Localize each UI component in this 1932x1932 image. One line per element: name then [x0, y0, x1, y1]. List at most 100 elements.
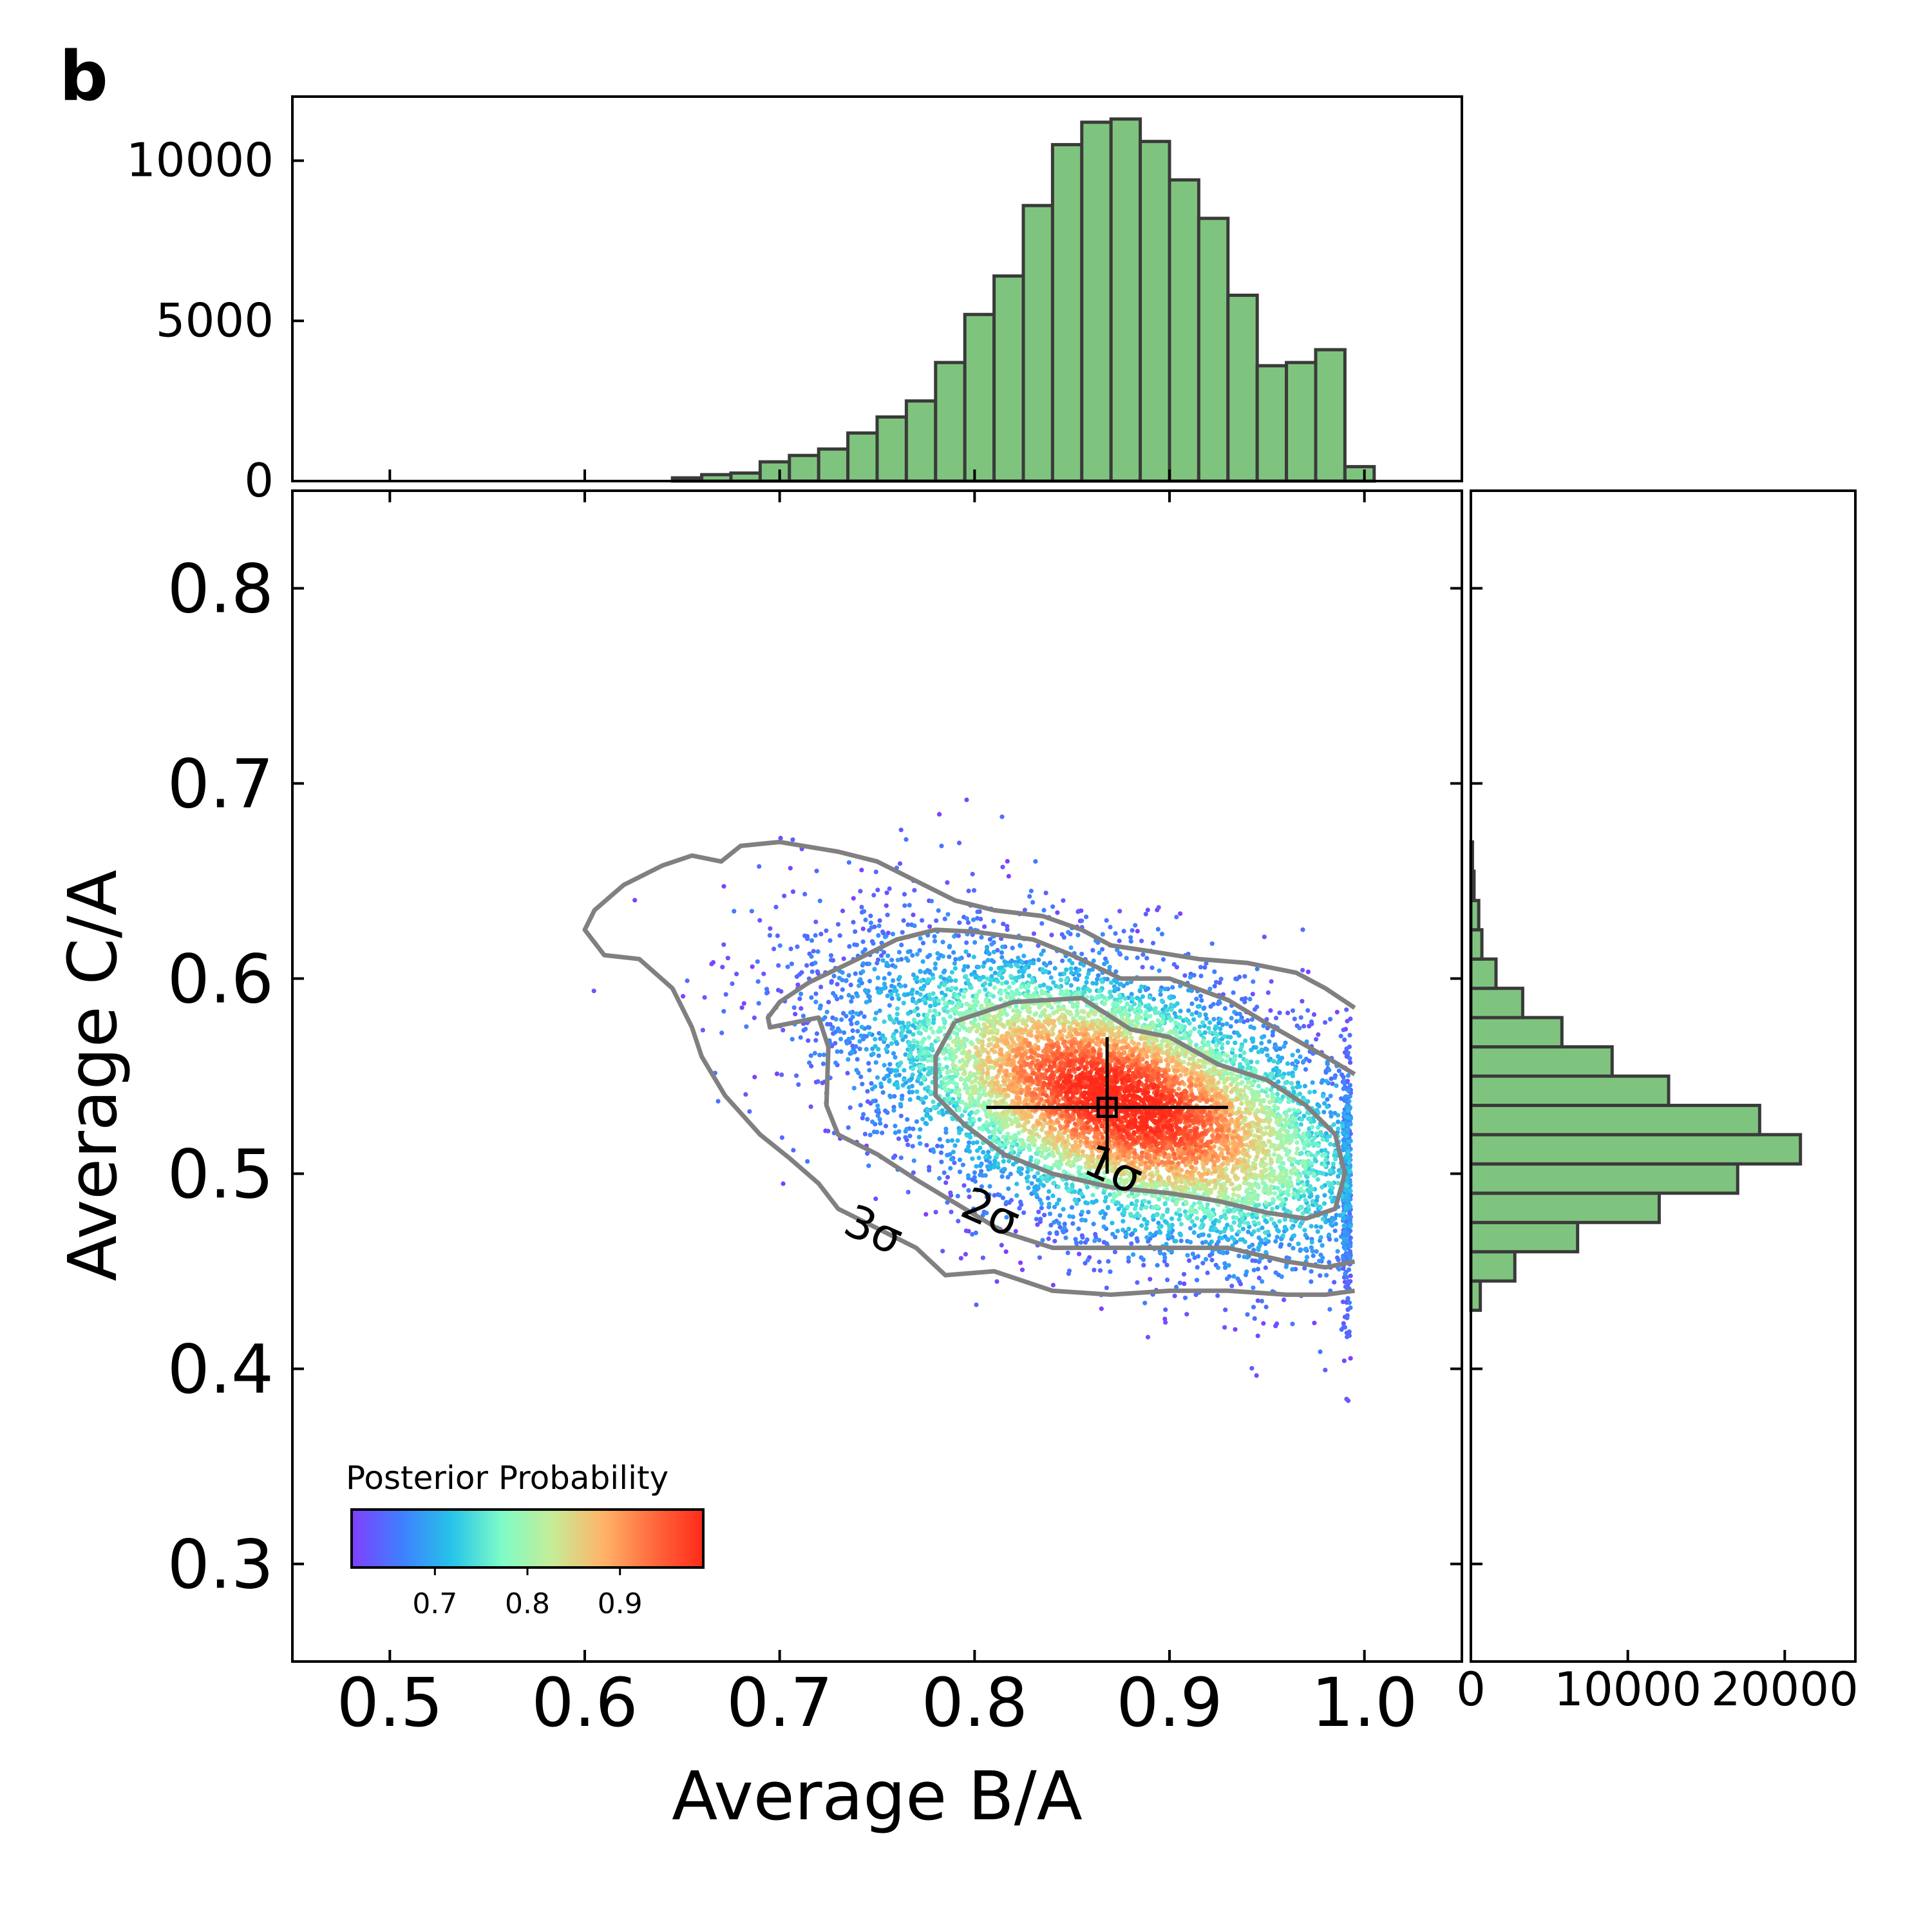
posterior-sample-point — [850, 1028, 855, 1033]
posterior-sample-point — [1075, 933, 1081, 938]
posterior-sample-point — [1050, 1150, 1055, 1155]
posterior-sample-point — [1213, 980, 1219, 985]
posterior-sample-point — [1242, 1255, 1247, 1260]
posterior-sample-point — [1139, 1223, 1144, 1228]
posterior-sample-point — [943, 1056, 948, 1061]
posterior-sample-point — [1142, 1300, 1148, 1305]
posterior-sample-point — [992, 1130, 997, 1135]
posterior-sample-point — [1191, 1185, 1196, 1190]
posterior-sample-point — [1005, 858, 1010, 864]
posterior-sample-point — [1325, 1180, 1331, 1186]
posterior-sample-point — [908, 1060, 913, 1065]
posterior-sample-point — [1153, 1193, 1158, 1198]
top-histogram-bar — [963, 312, 996, 483]
posterior-sample-point — [1345, 1050, 1350, 1056]
posterior-sample-point — [797, 996, 802, 1001]
posterior-sample-point — [1343, 1271, 1348, 1276]
posterior-sample-point — [1264, 1200, 1269, 1206]
posterior-sample-point — [1034, 986, 1039, 991]
posterior-sample-point — [1296, 1108, 1301, 1113]
posterior-sample-point — [1036, 1209, 1041, 1215]
posterior-sample-point — [1189, 1206, 1194, 1211]
posterior-sample-point — [721, 1009, 726, 1014]
posterior-sample-point — [1258, 1238, 1264, 1243]
posterior-sample-point — [931, 1020, 936, 1025]
posterior-sample-point — [910, 1072, 915, 1077]
posterior-sample-point — [1342, 1325, 1348, 1330]
posterior-sample-point — [1141, 1257, 1146, 1262]
posterior-sample-point — [1259, 1041, 1264, 1046]
posterior-sample-point — [949, 1046, 954, 1052]
posterior-sample-point — [1296, 1241, 1301, 1246]
posterior-sample-point — [983, 1173, 988, 1178]
posterior-sample-point — [1274, 1177, 1280, 1182]
posterior-sample-point — [972, 1170, 977, 1175]
posterior-sample-point — [1035, 1171, 1041, 1176]
posterior-sample-point — [1245, 1312, 1250, 1317]
posterior-sample-point — [1348, 1188, 1353, 1193]
posterior-sample-point — [1017, 991, 1022, 996]
posterior-sample-point — [975, 909, 980, 914]
posterior-sample-point — [882, 1036, 887, 1041]
posterior-sample-point — [1157, 1225, 1162, 1230]
posterior-sample-point — [797, 972, 802, 977]
posterior-sample-point — [1321, 1201, 1327, 1206]
posterior-sample-point — [1238, 1237, 1243, 1242]
posterior-sample-point — [969, 1020, 974, 1025]
posterior-sample-point — [828, 953, 834, 958]
posterior-sample-point — [893, 1055, 898, 1060]
posterior-sample-point — [853, 929, 858, 934]
posterior-sample-point — [911, 1170, 916, 1175]
posterior-sample-point — [898, 1102, 903, 1107]
posterior-sample-point — [776, 963, 781, 968]
posterior-sample-point — [757, 864, 762, 869]
posterior-sample-point — [955, 994, 960, 999]
posterior-sample-point — [855, 1028, 860, 1034]
posterior-sample-point — [907, 1078, 912, 1083]
posterior-sample-point — [1139, 984, 1144, 989]
posterior-sample-point — [944, 1065, 949, 1070]
posterior-sample-point — [1000, 1195, 1005, 1200]
posterior-sample-point — [1124, 956, 1129, 961]
posterior-sample-point — [945, 1139, 951, 1144]
posterior-sample-point — [1259, 1298, 1264, 1303]
posterior-sample-point — [1249, 1193, 1255, 1198]
posterior-sample-point — [1272, 1191, 1277, 1196]
posterior-sample-point — [1059, 1162, 1064, 1167]
posterior-sample-point — [1181, 1272, 1187, 1277]
posterior-sample-point — [1199, 998, 1204, 1003]
posterior-sample-point — [817, 898, 822, 904]
posterior-sample-point — [1240, 1216, 1245, 1221]
posterior-sample-point — [970, 1232, 975, 1237]
posterior-sample-point — [1046, 1202, 1052, 1207]
posterior-sample-point — [1179, 1238, 1184, 1244]
posterior-sample-point — [1340, 1130, 1346, 1135]
posterior-sample-point — [1026, 1185, 1031, 1191]
posterior-sample-point — [1050, 1193, 1056, 1198]
posterior-sample-point — [867, 1031, 872, 1036]
posterior-sample-point — [1278, 1244, 1283, 1249]
posterior-sample-point — [891, 1155, 896, 1160]
posterior-sample-point — [1341, 1223, 1347, 1228]
posterior-sample-point — [1066, 1188, 1071, 1193]
posterior-sample-point — [1034, 1011, 1039, 1016]
posterior-sample-point — [942, 916, 947, 922]
posterior-sample-point — [1348, 1356, 1353, 1361]
posterior-sample-point — [1179, 1222, 1184, 1227]
posterior-sample-point — [1084, 1237, 1090, 1242]
posterior-sample-point — [1254, 1212, 1259, 1217]
posterior-sample-point — [1005, 994, 1010, 999]
posterior-sample-point — [918, 1065, 923, 1070]
posterior-sample-point — [891, 1108, 896, 1113]
posterior-sample-point — [1285, 1010, 1291, 1016]
posterior-sample-point — [1320, 1137, 1325, 1142]
posterior-sample-point — [1319, 1132, 1324, 1137]
posterior-sample-point — [719, 1030, 724, 1036]
posterior-sample-point — [858, 1103, 863, 1108]
posterior-sample-point — [943, 1180, 949, 1186]
posterior-sample-point — [878, 1121, 883, 1126]
posterior-sample-point — [1128, 1211, 1133, 1217]
posterior-sample-point — [1256, 1247, 1261, 1253]
posterior-sample-point — [1261, 1164, 1266, 1169]
posterior-sample-point — [951, 1039, 956, 1044]
